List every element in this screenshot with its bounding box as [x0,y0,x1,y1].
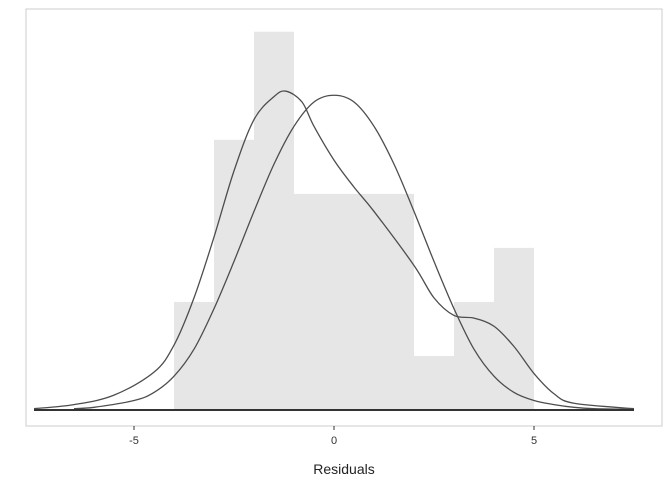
histogram-bars [174,31,534,410]
x-tick-label: -5 [129,435,139,447]
histogram-bar-5 [374,193,414,410]
histogram-bar-2 [254,31,294,410]
histogram-bar-8 [494,247,534,410]
histogram-bar-7 [454,301,494,410]
density-curves [33,90,635,410]
histogram-bar-1 [214,139,254,410]
histogram-bar-4 [334,193,374,410]
density-curve-0 [33,90,635,410]
density-curve-1 [73,94,635,410]
x-tick-label: 0 [331,435,337,447]
panel-border [25,8,663,427]
histogram-bar-6 [414,355,454,410]
histogram-bar-3 [294,193,334,410]
histogram-bar-0 [174,301,214,410]
x-axis-ticks: -5 0 5 [129,426,537,447]
x-tick-label: 5 [531,435,537,447]
x-axis-title: Residuals [313,461,374,477]
